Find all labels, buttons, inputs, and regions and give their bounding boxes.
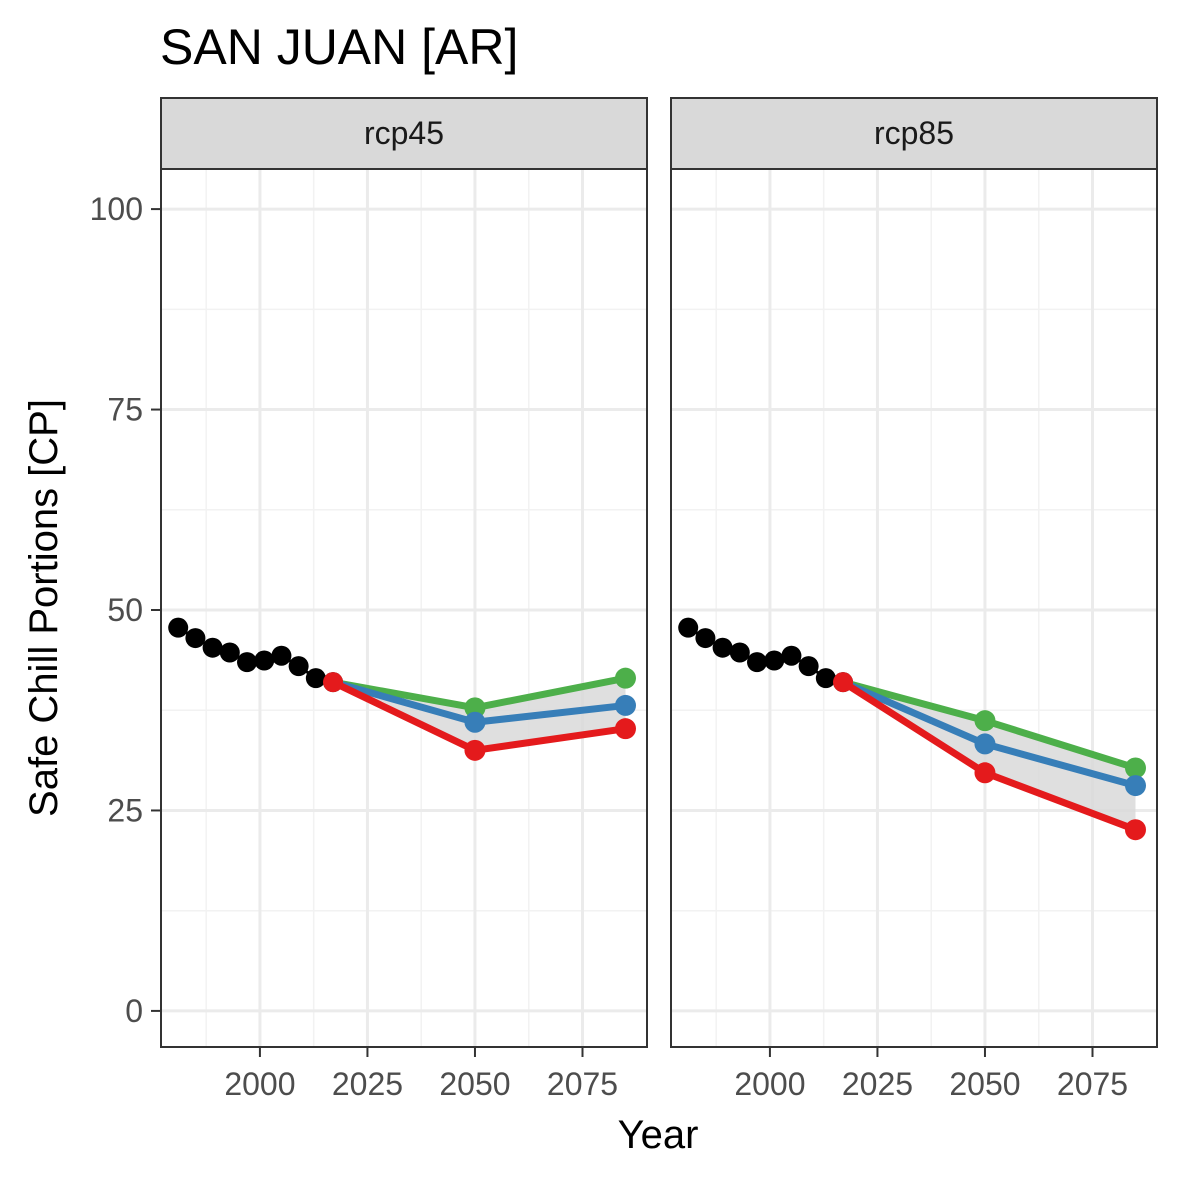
historic-point xyxy=(815,668,836,689)
uncertainty-band xyxy=(843,682,1136,830)
historic-point xyxy=(254,650,275,671)
y-tick-label: 100 xyxy=(90,191,143,227)
gridlines xyxy=(161,169,647,1047)
x-tick-label: 2025 xyxy=(842,1066,913,1102)
series-point-median xyxy=(614,694,636,716)
panel-background xyxy=(161,169,647,1047)
x-tick-label: 2075 xyxy=(1057,1066,1128,1102)
x-tick-label: 2050 xyxy=(949,1066,1020,1102)
historic-point xyxy=(305,668,326,689)
series-point-median xyxy=(464,711,486,733)
series-point-pessimistic xyxy=(323,672,344,693)
series-point-median xyxy=(974,733,996,755)
historic-point xyxy=(678,617,699,638)
y-axis: 0 25 50 75 100 xyxy=(90,191,161,1029)
panels: rcp45 rcp85 xyxy=(160,97,1158,1048)
chart-title: SAN JUAN [AR] xyxy=(160,19,518,75)
historic-point xyxy=(747,652,768,673)
series-point-optimistic xyxy=(1124,757,1146,779)
y-tick-label: 75 xyxy=(107,392,143,428)
historic-point xyxy=(695,628,716,649)
x-axes: 2000 2025 2050 2075 2000 2025 2050 2075 xyxy=(224,1047,1128,1102)
series-point-pessimistic xyxy=(1124,819,1146,841)
x-axis-title: Year xyxy=(618,1113,699,1157)
y-tick-label: 50 xyxy=(107,592,143,628)
historic-point xyxy=(288,656,309,677)
historic-point xyxy=(185,628,206,649)
series-point-optimistic xyxy=(974,710,996,732)
panel-background xyxy=(671,169,1157,1047)
series-point-median xyxy=(1124,775,1146,797)
panel-border xyxy=(160,168,648,1048)
historic-point xyxy=(764,650,785,671)
historic-point xyxy=(712,637,733,658)
facet-strip-label: rcp45 xyxy=(364,115,444,151)
x-tick-label: 2000 xyxy=(224,1066,295,1102)
panel-rcp85: rcp85 xyxy=(670,97,1158,1048)
historic-point xyxy=(168,617,189,638)
historic-point xyxy=(781,645,802,666)
historic-point xyxy=(729,642,750,663)
y-axis-title: Safe Chill Portions [CP] xyxy=(22,399,66,817)
x-tick-label: 2075 xyxy=(547,1066,618,1102)
facet-strip xyxy=(160,97,648,170)
facet-strip xyxy=(670,97,1158,170)
historic-point xyxy=(798,656,819,677)
x-axis-rcp45: 2000 2025 2050 2075 xyxy=(224,1047,618,1102)
panel-rcp45: rcp45 xyxy=(160,97,648,1048)
x-tick-label: 2050 xyxy=(439,1066,510,1102)
x-tick-label: 2000 xyxy=(734,1066,805,1102)
x-tick-label: 2025 xyxy=(332,1066,403,1102)
historic-point xyxy=(219,642,240,663)
series-point-optimistic xyxy=(614,667,636,689)
panel-border xyxy=(670,168,1158,1048)
series-point-pessimistic xyxy=(614,718,636,740)
series-point-pessimistic xyxy=(464,739,486,761)
series-point-pessimistic xyxy=(974,762,996,784)
y-tick-label: 25 xyxy=(107,792,143,828)
gridlines xyxy=(671,169,1157,1047)
series-point-pessimistic xyxy=(833,672,854,693)
historic-point xyxy=(237,652,258,673)
series-point-optimistic xyxy=(464,697,486,719)
historic-point xyxy=(271,645,292,666)
x-axis-rcp85: 2000 2025 2050 2075 xyxy=(734,1047,1128,1102)
facet-strip-label: rcp85 xyxy=(874,115,954,151)
historic-point xyxy=(202,637,223,658)
y-tick-label: 0 xyxy=(125,993,143,1029)
